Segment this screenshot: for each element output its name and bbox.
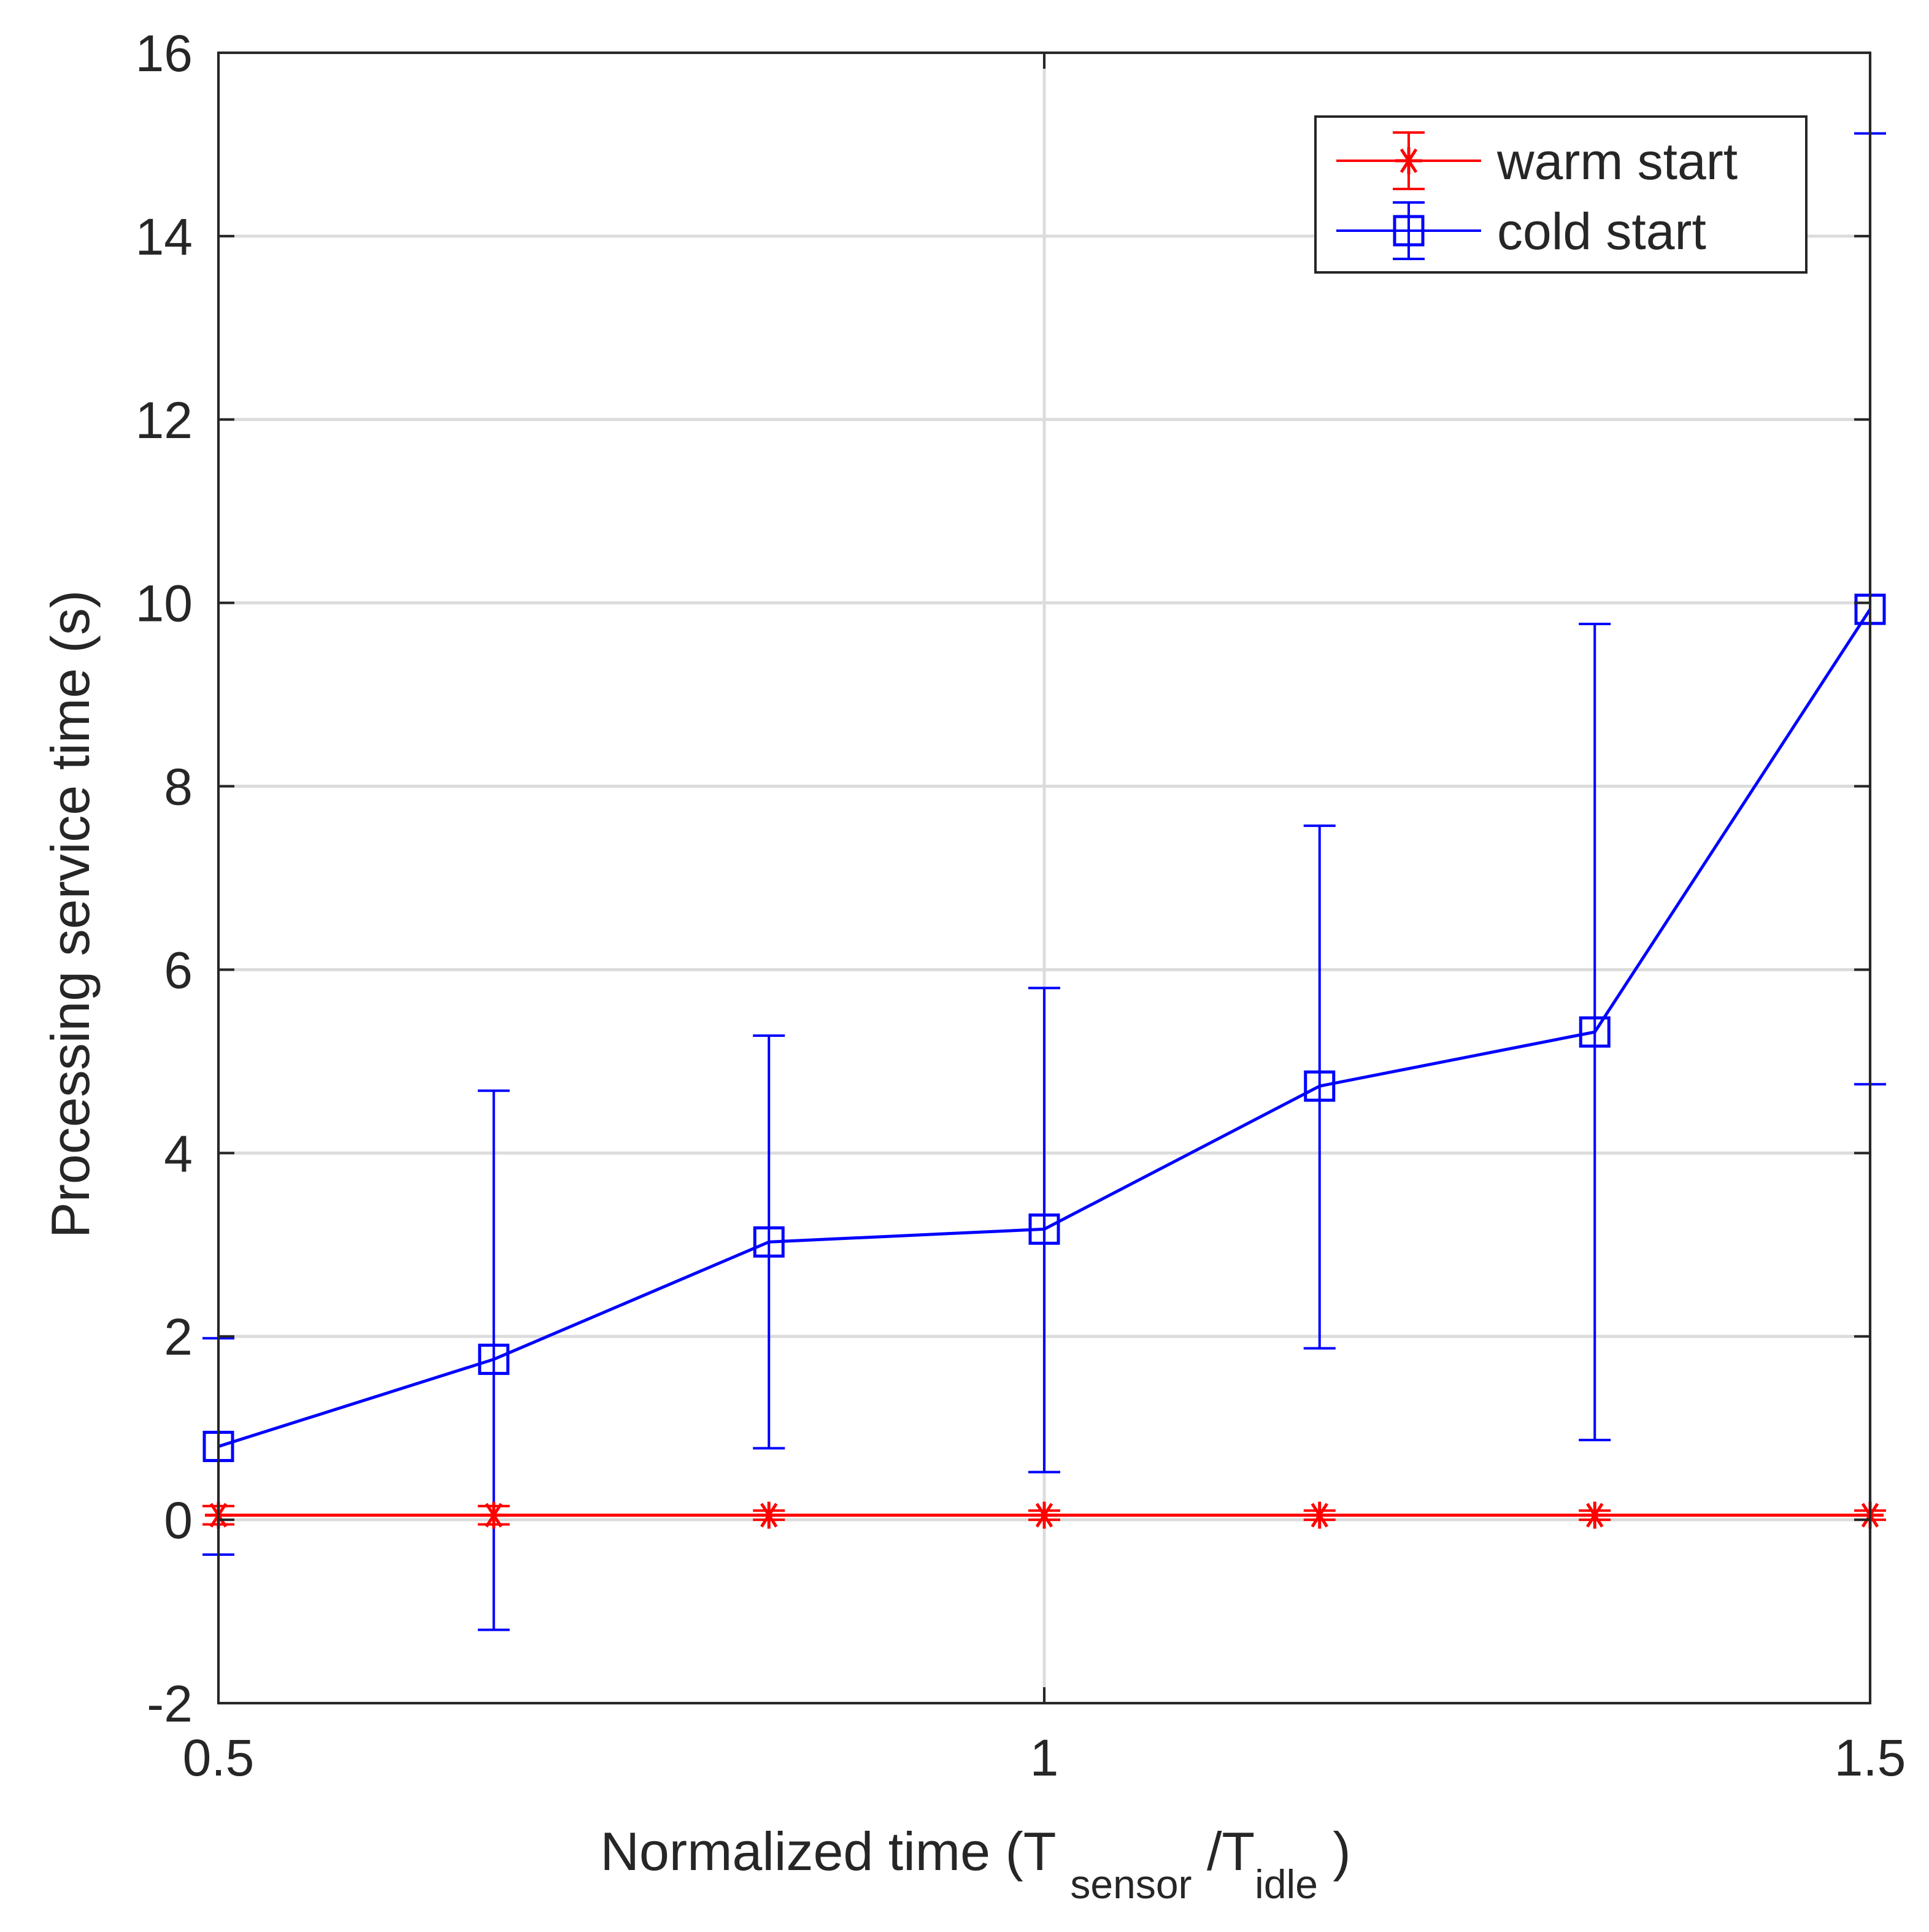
y-tick-label: 10 [136, 575, 193, 633]
data-point-asterisk [755, 1501, 783, 1529]
axis-ticks [217, 52, 1871, 1704]
data-point-square [478, 1344, 510, 1376]
legend-entries: warm start cold start [1336, 131, 1738, 260]
legend-box [1314, 115, 1808, 274]
data-point-asterisk [1031, 1501, 1058, 1529]
x-tick-label: 1.5 [1835, 1729, 1906, 1787]
x-axis-label-suffix: ) [1333, 1821, 1350, 1882]
y-tick-label: -2 [147, 1675, 193, 1733]
y-tick-label: 6 [164, 941, 193, 999]
series-line [218, 608, 1872, 1448]
x-axis-label-prefix: Normalized time (T [600, 1821, 1055, 1882]
x-axis-label-subscript-sensor: sensor [1070, 1861, 1192, 1907]
x-tick-label: 0.5 [183, 1729, 255, 1787]
data-point-square [1579, 1016, 1611, 1048]
legend: warm start cold start [1314, 115, 1808, 274]
data-point-square [1028, 1213, 1060, 1245]
y-tick-label: 16 [136, 25, 193, 82]
y-tick-label: 0 [164, 1491, 193, 1549]
data-point-asterisk [1306, 1501, 1333, 1529]
series-warm-start [202, 1501, 1886, 1529]
data-point-square [753, 1226, 785, 1258]
data-point-asterisk [480, 1501, 507, 1529]
legend-entry-cold-start: cold start [1336, 201, 1706, 260]
data-point-asterisk-legend [1395, 147, 1422, 174]
legend-entry-warm-start: warm start [1336, 131, 1738, 190]
legend-label: cold start [1497, 202, 1706, 260]
data-point-asterisk [1581, 1501, 1609, 1529]
legend-label: warm start [1496, 133, 1738, 190]
data-point-square-legend [1393, 215, 1425, 247]
y-tick-label: 12 [136, 391, 193, 449]
data-point-square [1304, 1070, 1336, 1102]
x-axis-label-subscript-idle: idle [1255, 1861, 1318, 1907]
x-axis-label: Normalized time (T sensor /Tidle ) [600, 1821, 1350, 1910]
y-tick-labels: -2 0 2 4 6 8 10 12 14 16 [136, 25, 193, 1733]
y-axis-label: Processing service time (s) [40, 590, 101, 1238]
y-tick-label: 2 [164, 1308, 193, 1366]
y-tick-label: 4 [164, 1125, 193, 1182]
y-tick-label: 14 [136, 208, 193, 266]
x-axis-label-middle: /T [1207, 1821, 1255, 1882]
y-tick-label: 8 [164, 758, 193, 816]
x-tick-label: 1 [1030, 1729, 1059, 1787]
x-tick-labels: 0.5 1 1.5 [183, 1729, 1906, 1787]
